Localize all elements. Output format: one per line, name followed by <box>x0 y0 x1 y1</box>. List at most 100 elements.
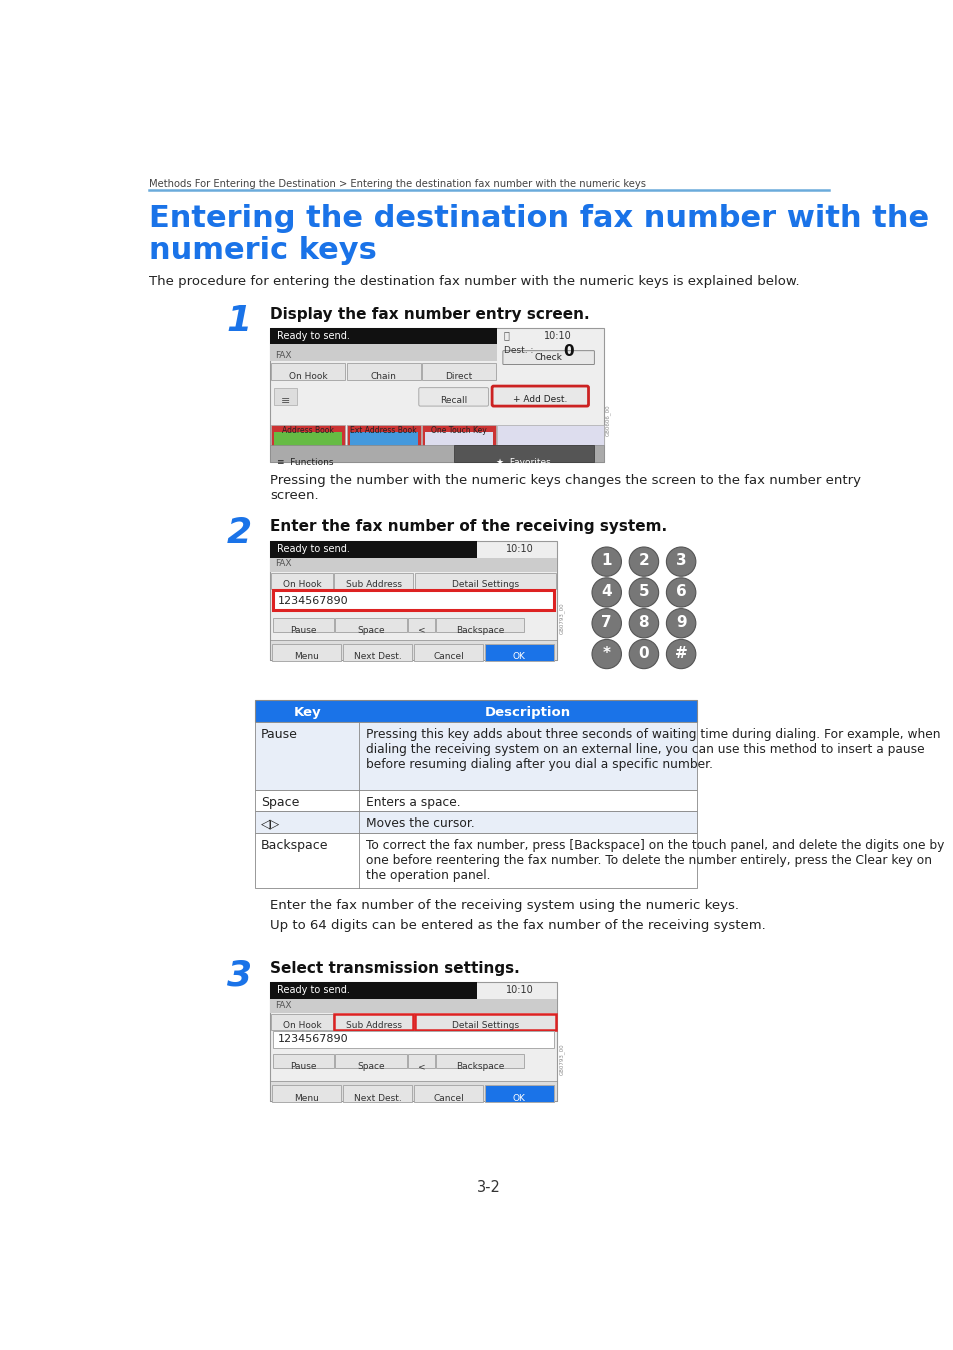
Text: *: * <box>602 645 610 660</box>
Circle shape <box>666 547 695 576</box>
FancyBboxPatch shape <box>408 1054 435 1068</box>
Text: On Hook: On Hook <box>282 1022 321 1030</box>
Text: 1234567890: 1234567890 <box>278 1034 349 1045</box>
Text: Direct: Direct <box>445 373 473 381</box>
Text: One Touch Key: One Touch Key <box>431 427 487 435</box>
FancyBboxPatch shape <box>271 1014 333 1030</box>
Text: 0: 0 <box>638 645 649 660</box>
Text: FAX: FAX <box>274 559 292 568</box>
Text: Entering the destination fax number with the: Entering the destination fax number with… <box>149 204 928 234</box>
Text: ◁▷: ◁▷ <box>261 817 280 830</box>
FancyBboxPatch shape <box>335 1054 406 1068</box>
FancyBboxPatch shape <box>346 363 420 379</box>
Bar <box>270 344 497 362</box>
FancyBboxPatch shape <box>342 644 412 662</box>
Text: Sub Address: Sub Address <box>345 1022 401 1030</box>
Text: FAX: FAX <box>274 1000 292 1010</box>
Text: Backspace: Backspace <box>261 838 328 852</box>
Bar <box>422 424 496 460</box>
Text: Address Book: Address Book <box>282 427 334 435</box>
Text: Ready to send.: Ready to send. <box>276 544 349 554</box>
Text: 📷: 📷 <box>503 331 509 340</box>
Text: On Hook: On Hook <box>282 580 321 589</box>
Text: #: # <box>674 645 687 660</box>
Bar <box>454 446 593 462</box>
Text: Key: Key <box>294 706 320 720</box>
Circle shape <box>592 640 620 668</box>
Circle shape <box>666 609 695 637</box>
Text: Menu: Menu <box>294 652 318 662</box>
Bar <box>346 424 420 460</box>
Text: 1: 1 <box>227 305 252 339</box>
Text: To correct the fax number, press [Backspace] on the touch panel, and delete the : To correct the fax number, press [Backsp… <box>365 838 943 882</box>
FancyBboxPatch shape <box>342 1085 412 1102</box>
Text: Cancel: Cancel <box>433 1094 463 1103</box>
Bar <box>270 558 557 571</box>
Text: 10:10: 10:10 <box>505 544 533 554</box>
Bar <box>270 328 497 344</box>
FancyBboxPatch shape <box>274 590 554 610</box>
Circle shape <box>629 640 658 668</box>
Text: Space: Space <box>261 795 299 809</box>
Text: Pressing this key adds about three seconds of waiting time during dialing. For e: Pressing this key adds about three secon… <box>365 728 940 771</box>
FancyBboxPatch shape <box>492 386 588 406</box>
FancyBboxPatch shape <box>334 574 413 589</box>
Bar <box>497 424 603 460</box>
Text: Cancel: Cancel <box>433 652 463 662</box>
Circle shape <box>592 609 620 637</box>
Text: Recall: Recall <box>439 396 467 405</box>
Bar <box>270 981 557 1102</box>
FancyBboxPatch shape <box>436 618 524 632</box>
Text: <: < <box>417 1062 425 1071</box>
Text: Pause: Pause <box>290 1062 316 1071</box>
FancyBboxPatch shape <box>272 644 341 662</box>
Text: 2: 2 <box>227 516 252 551</box>
Text: OK: OK <box>513 652 525 662</box>
Bar <box>254 790 696 811</box>
Circle shape <box>592 547 620 576</box>
Text: Ready to send.: Ready to send. <box>276 331 349 340</box>
Text: The procedure for entering the destination fax number with the numeric keys is e: The procedure for entering the destinati… <box>149 275 799 288</box>
Bar <box>271 424 345 460</box>
Text: Backspace: Backspace <box>456 625 504 634</box>
Bar <box>270 999 557 1012</box>
Circle shape <box>592 578 620 608</box>
Text: ★  Favorites: ★ Favorites <box>496 459 551 467</box>
FancyBboxPatch shape <box>418 387 488 406</box>
FancyBboxPatch shape <box>271 574 333 589</box>
FancyBboxPatch shape <box>408 618 435 632</box>
Text: 1: 1 <box>600 554 611 568</box>
Text: ≡: ≡ <box>281 396 291 406</box>
Text: 10:10: 10:10 <box>543 331 571 340</box>
Bar <box>270 446 603 462</box>
FancyBboxPatch shape <box>436 1054 524 1068</box>
Text: 9: 9 <box>675 616 686 630</box>
Text: Sub Address: Sub Address <box>345 580 401 589</box>
Text: Select transmission settings.: Select transmission settings. <box>270 961 519 976</box>
Text: OK: OK <box>513 1094 525 1103</box>
Bar <box>350 432 417 454</box>
Text: 10:10: 10:10 <box>505 986 533 995</box>
Text: 8: 8 <box>638 616 649 630</box>
Text: Display the fax number entry screen.: Display the fax number entry screen. <box>270 306 589 321</box>
Bar <box>274 432 342 454</box>
Text: Backspace: Backspace <box>456 1062 504 1071</box>
Text: 0: 0 <box>563 344 574 359</box>
Text: Pause: Pause <box>290 625 316 634</box>
Bar <box>425 432 493 454</box>
Text: 2: 2 <box>638 554 649 568</box>
Text: Space: Space <box>356 625 384 634</box>
Text: Ext Address Book: Ext Address Book <box>350 427 416 435</box>
Text: Enters a space.: Enters a space. <box>365 795 460 809</box>
Bar <box>254 811 696 833</box>
Text: 5: 5 <box>638 585 649 599</box>
Text: 3-2: 3-2 <box>476 1180 500 1195</box>
Text: FAX: FAX <box>274 351 292 359</box>
Bar <box>254 701 696 722</box>
Text: Pressing the number with the numeric keys changes the screen to the fax number e: Pressing the number with the numeric key… <box>270 474 861 502</box>
Text: Enter the fax number of the receiving system using the numeric keys.: Enter the fax number of the receiving sy… <box>270 899 739 911</box>
FancyBboxPatch shape <box>484 644 554 662</box>
Text: 3: 3 <box>675 554 686 568</box>
FancyBboxPatch shape <box>502 351 594 364</box>
Text: numeric keys: numeric keys <box>149 236 376 265</box>
